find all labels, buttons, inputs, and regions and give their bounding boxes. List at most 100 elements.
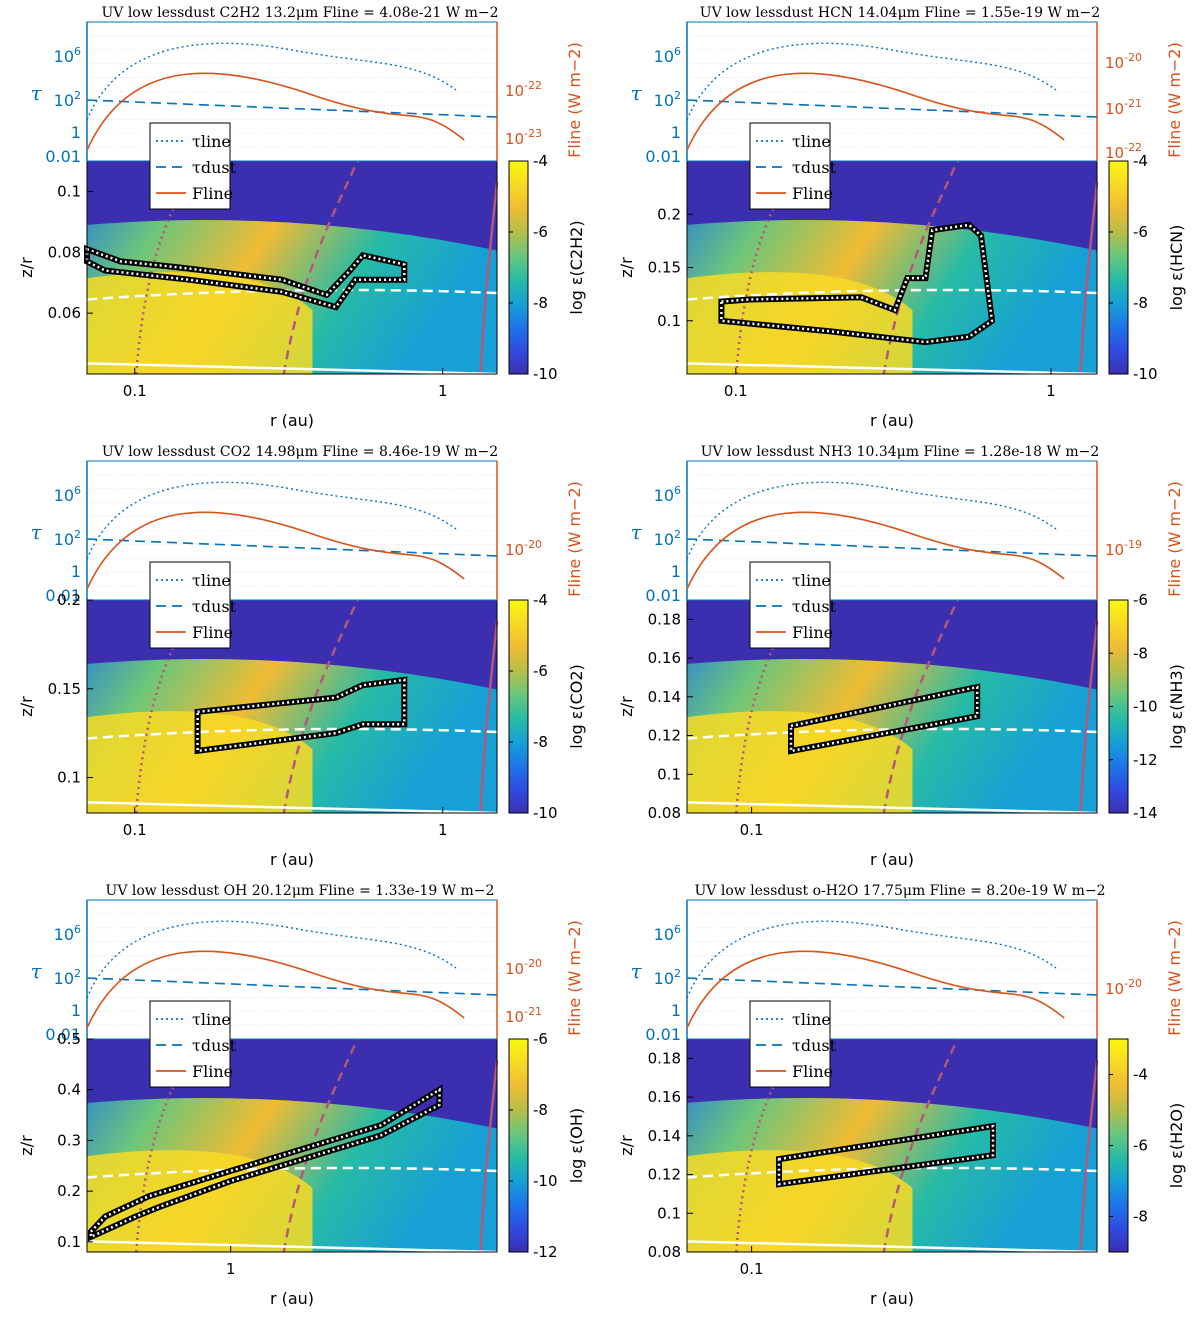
- colorbar-tick-label: -4: [533, 591, 548, 609]
- colorbar-label: log ε(CO2): [567, 664, 586, 749]
- tick-base: 10: [505, 130, 524, 148]
- tick-base: 10: [654, 925, 674, 944]
- tau-tick-label: 0.01: [645, 1025, 681, 1044]
- fline-axis-label: Fline (W m−2): [565, 42, 584, 158]
- emitting-region-dotted: [777, 1124, 995, 1186]
- fline-curve: [86, 72, 465, 151]
- tick-exp: -19: [1124, 538, 1142, 551]
- y-axis-label: z/r: [617, 1135, 636, 1156]
- tick-base: 10: [54, 969, 74, 988]
- tau-tick-label: 106: [654, 45, 681, 66]
- y-tick-label: 0.08: [648, 804, 681, 822]
- x-tick-label: 0.1: [123, 382, 147, 400]
- tau-surface-dashed: [86, 727, 498, 740]
- tau-dust-curve: [686, 99, 1098, 118]
- legend-label: Fline: [192, 184, 233, 203]
- legend-label: τdust: [792, 158, 837, 177]
- colorbar: [508, 1038, 529, 1253]
- legend-label: τdust: [192, 158, 237, 177]
- legend-label: τline: [192, 571, 231, 590]
- chart-svg: UV low lessdust OH 20.12μm Fline = 1.33e…: [17, 883, 586, 1308]
- emitting-region-dotted: [789, 685, 979, 753]
- panel-h2o: UV low lessdust o-H2O 17.75μm Fline = 8.…: [600, 878, 1200, 1317]
- tick-base: 10: [1105, 54, 1124, 72]
- colorbar-tick-label: -8: [533, 1101, 548, 1119]
- tick-exp: 2: [74, 89, 81, 102]
- tick-exp: 2: [674, 89, 681, 102]
- y-axis-label: z/r: [17, 257, 36, 278]
- colorbar-tick-label: -8: [1133, 1208, 1148, 1226]
- chart-svg: UV low lessdust HCN 14.04μm Fline = 1.55…: [617, 5, 1186, 430]
- contour-solid: [1079, 621, 1099, 814]
- tick-base: 10: [654, 530, 674, 549]
- y-tick-label: 0.1: [657, 312, 681, 330]
- y-tick-label: 0.14: [648, 1127, 681, 1145]
- chart-title: UV low lessdust CO2 14.98μm Fline = 8.46…: [102, 444, 498, 460]
- tick-base: 10: [505, 541, 524, 559]
- tau-dust-curve: [86, 977, 498, 996]
- colorbar-tick-label: -10: [1133, 365, 1158, 383]
- x-axis-label: r (au): [270, 850, 314, 869]
- colorbar-label: log ε(C2H2): [567, 220, 586, 314]
- colorbar-tick-label: -8: [533, 294, 548, 312]
- tau-surface-solid: [86, 801, 498, 815]
- colorbar: [1108, 160, 1129, 375]
- chart-title: UV low lessdust OH 20.12μm Fline = 1.33e…: [106, 883, 495, 899]
- tau-tick-label: 102: [54, 967, 81, 988]
- panel-c2h2: UV low lessdust C2H2 13.2μm Fline = 4.08…: [0, 0, 600, 439]
- tau-tick-label: 0.01: [45, 1025, 81, 1044]
- tau-tick-label: 1: [71, 123, 81, 142]
- chart-svg: UV low lessdust o-H2O 17.75μm Fline = 8.…: [617, 883, 1186, 1308]
- contour-dashed: [882, 1038, 959, 1253]
- tick-exp: 6: [674, 484, 681, 497]
- y-tick-label: 0.4: [57, 1081, 81, 1099]
- tick-base: 10: [1105, 144, 1124, 162]
- tau-tick-label: 102: [654, 967, 681, 988]
- x-axis-label: r (au): [870, 850, 914, 869]
- fline-axis-label: Fline (W m−2): [1165, 42, 1184, 158]
- panel-oh: UV low lessdust OH 20.12μm Fline = 1.33e…: [0, 878, 600, 1317]
- tau-tick-label: 1: [71, 562, 81, 581]
- panel-hcn: UV low lessdust HCN 14.04μm Fline = 1.55…: [600, 0, 1200, 439]
- x-tick-label: 1: [438, 821, 448, 839]
- colorbar-tick-label: -8: [1133, 644, 1148, 662]
- tau-surface-dashed: [686, 1166, 1098, 1179]
- tick-base: 10: [54, 91, 74, 110]
- panel-nh3: UV low lessdust NH3 10.34μm Fline = 1.28…: [600, 439, 1200, 878]
- tick-exp: -21: [524, 1005, 542, 1018]
- tau-tick-label: 106: [654, 484, 681, 505]
- y-axis-label: z/r: [617, 696, 636, 717]
- tick-base: 10: [1105, 100, 1124, 118]
- tick-base: 10: [505, 960, 524, 978]
- x-axis-label: r (au): [270, 411, 314, 430]
- tau-axis-label: τ: [30, 81, 42, 105]
- y-tick-label: 0.16: [648, 1088, 681, 1106]
- tau-surface-dashed: [686, 288, 1098, 301]
- colorbar-tick-label: -8: [1133, 294, 1148, 312]
- tick-base: 10: [54, 530, 74, 549]
- legend-box: [749, 1000, 831, 1088]
- tau-tick-label: 102: [54, 528, 81, 549]
- tick-exp: 2: [674, 528, 681, 541]
- tau-line-curve: [86, 481, 457, 560]
- tau-surface-dashed: [86, 1166, 498, 1179]
- tau-tick-label: 1: [671, 1001, 681, 1020]
- contour-solid: [1079, 182, 1099, 375]
- colorbar-tick-label: -6: [1133, 591, 1148, 609]
- x-tick-label: 1: [1046, 382, 1056, 400]
- colorbar-tick-label: -6: [533, 662, 548, 680]
- tau-axis-label: τ: [30, 959, 42, 983]
- heatmap-abundant-region: [87, 711, 313, 813]
- tau-line-curve: [86, 42, 457, 121]
- tau-axis-label: τ: [630, 520, 642, 544]
- legend-label: Fline: [192, 1062, 233, 1081]
- x-tick-label: 0.1: [740, 1260, 764, 1278]
- legend-box: [749, 561, 831, 649]
- legend-label: τdust: [792, 597, 837, 616]
- y-tick-label: 0.1: [57, 769, 81, 787]
- contour-dashed: [282, 160, 359, 375]
- tick-exp: -20: [1124, 977, 1142, 990]
- legend-box: [749, 122, 831, 210]
- tick-exp: 6: [674, 45, 681, 58]
- tau-tick-label: 102: [654, 528, 681, 549]
